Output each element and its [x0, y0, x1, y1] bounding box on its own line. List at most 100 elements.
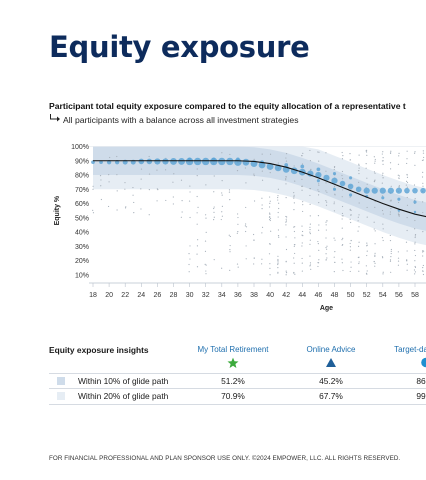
- scatter-dot: [398, 152, 400, 154]
- scatter-dot: [196, 245, 199, 247]
- scatter-dot: [124, 182, 126, 184]
- scatter-dot: [107, 205, 110, 208]
- scatter-dot: [229, 244, 231, 247]
- participant-bubble: [258, 161, 266, 169]
- scatter-dot: [173, 173, 175, 175]
- scatter-dot: [406, 259, 408, 261]
- scatter-dot: [325, 246, 327, 249]
- scatter-dot: [269, 153, 272, 155]
- scatter-dot: [253, 263, 255, 265]
- scatter-dot: [301, 245, 303, 247]
- participant-bubble: [242, 158, 250, 166]
- scatter-dot: [189, 258, 191, 260]
- scatter-dot: [277, 267, 279, 269]
- scatter-dot: [414, 236, 416, 239]
- x-tick-label: 54: [379, 292, 387, 299]
- scatter-dot: [334, 193, 336, 195]
- scatter-dot: [293, 165, 295, 167]
- scatter-dot: [358, 262, 360, 265]
- scatter-dot: [341, 151, 343, 154]
- scatter-dot: [293, 194, 295, 196]
- scatter-dot: [414, 151, 416, 153]
- scatter-dot: [390, 248, 392, 251]
- scatter-dot: [253, 158, 255, 160]
- scatter-dot: [333, 271, 335, 273]
- equity-scatter-chart: 10% 20% 30% 40% 50% 60% 70% 80% 90% 100% Equity % 1…: [54, 144, 426, 312]
- scatter-dot: [108, 181, 110, 183]
- x-tick-label: 38: [250, 292, 258, 299]
- x-tick-label: 46: [315, 292, 323, 299]
- scatter-dot: [333, 201, 335, 203]
- scatter-dot: [188, 252, 190, 255]
- scatter-dot: [253, 175, 255, 177]
- scatter-dot: [317, 243, 319, 245]
- scatter-dot: [309, 243, 311, 245]
- y-tick-label: 10%: [75, 272, 89, 279]
- scatter-dot: [397, 201, 400, 204]
- scatter-dot: [221, 205, 223, 207]
- scatter-dot: [341, 262, 343, 264]
- scatter-dot: [365, 163, 367, 165]
- scatter-dot: [189, 216, 191, 219]
- y-tick-label: 40%: [75, 230, 89, 237]
- scatter-dot: [397, 264, 400, 266]
- scatter-dot: [349, 242, 351, 245]
- scatter-dot: [350, 261, 352, 263]
- scatter-dot: [390, 271, 392, 273]
- scatter-dot: [406, 263, 408, 265]
- scatter-dot: [318, 224, 320, 226]
- scatter-dot: [325, 224, 327, 226]
- scatter-dot: [188, 271, 190, 273]
- scatter-dot: [148, 155, 150, 158]
- scatter-dot: [148, 189, 150, 191]
- page-title: Equity exposure: [49, 30, 310, 64]
- scatter-dot: [341, 205, 344, 208]
- scatter-dot: [196, 266, 199, 268]
- scatter-dot: [405, 184, 407, 186]
- glide-path-line: [93, 160, 426, 218]
- scatter-dot: [366, 254, 368, 257]
- scatter-dot: [309, 223, 311, 225]
- scatter-dot: [422, 156, 425, 159]
- scatter-dot: [133, 212, 135, 214]
- scatter-dot: [366, 154, 368, 156]
- scatter-dot: [414, 243, 416, 245]
- participant-bubble: [266, 163, 274, 170]
- scatter-dot: [374, 254, 376, 256]
- scatter-dot: [293, 226, 295, 228]
- x-tick-label: 18: [89, 292, 97, 299]
- scatter-dot: [204, 250, 207, 252]
- scatter-dot: [317, 194, 320, 196]
- scatter-dot: [349, 209, 351, 211]
- scatter-dot: [358, 226, 360, 228]
- participant-bubble: [193, 157, 202, 166]
- scatter-dot: [204, 240, 207, 242]
- x-tick-label: 58: [411, 292, 419, 299]
- scatter-dot: [285, 153, 288, 155]
- scatter-dot: [366, 183, 368, 185]
- scatter-dot: [261, 179, 264, 181]
- scatter-dot: [406, 250, 408, 252]
- scatter-dot: [285, 218, 287, 220]
- scatter-dot: [365, 272, 368, 274]
- scatter-dot: [333, 237, 335, 239]
- scatter-dot: [285, 261, 287, 263]
- scatter-dot: [309, 233, 311, 235]
- scatter-dot: [293, 208, 295, 211]
- chart-subtitle: Participant total equity exposure compar…: [49, 101, 406, 111]
- x-tick-label: 44: [298, 292, 306, 299]
- scatter-dot: [268, 253, 271, 255]
- scatter-dot: [389, 213, 391, 215]
- scatter-dot: [253, 239, 255, 241]
- scatter-dot: [397, 257, 400, 259]
- scatter-dot: [253, 257, 255, 259]
- scatter-dot: [414, 271, 416, 273]
- scatter-dot: [221, 211, 223, 213]
- scatter-dot: [382, 172, 384, 174]
- participant-bubble: [332, 187, 337, 191]
- scatter-dot: [389, 259, 392, 261]
- scatter-dot: [165, 199, 167, 202]
- scatter-dot: [269, 263, 271, 265]
- scatter-dot: [253, 200, 256, 202]
- scatter-dot: [172, 181, 174, 183]
